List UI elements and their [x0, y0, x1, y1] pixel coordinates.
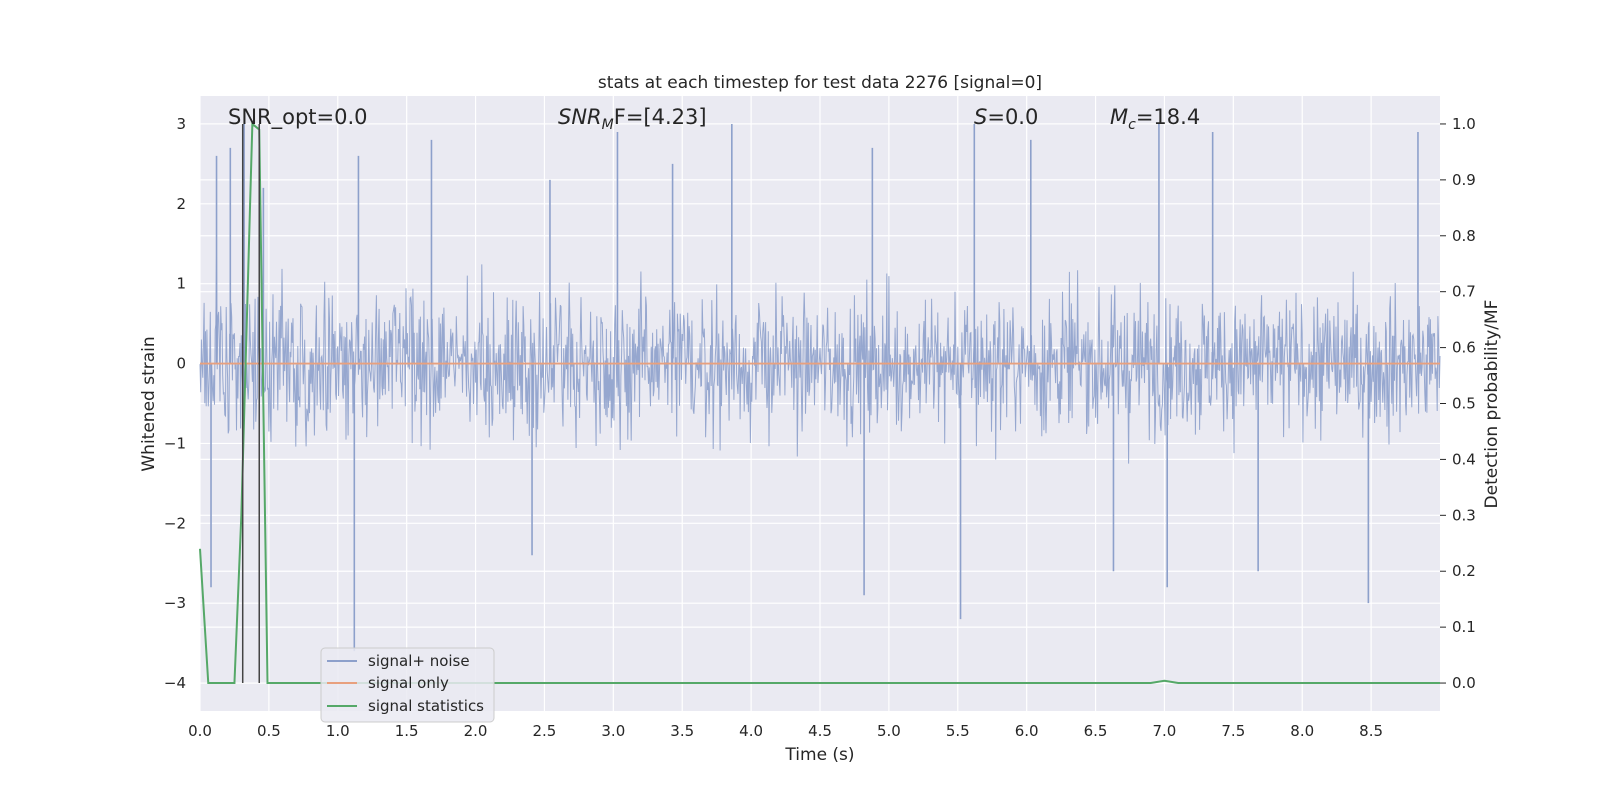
y-right-tick-label: 1.0 [1452, 115, 1476, 133]
y-right-tick-label: 0.5 [1452, 395, 1476, 413]
y-right-tick-label: 0.4 [1452, 450, 1476, 468]
y-right-tick-label: 0.1 [1452, 618, 1476, 636]
x-tick-label: 7.5 [1221, 722, 1245, 740]
annotation-snr-mf-sub: M [602, 117, 614, 133]
y-left-tick-label: 0 [176, 355, 186, 373]
annotation-s-main: S [974, 105, 987, 129]
x-tick-label: 1.0 [326, 722, 350, 740]
annotation-mc-main: M [1110, 105, 1128, 129]
legend-label-signal-noise: signal+ noise [368, 652, 470, 670]
y-right-tick-label: 0.2 [1452, 562, 1476, 580]
x-tick-label: 0.0 [188, 722, 212, 740]
x-tick-label: 6.5 [1084, 722, 1108, 740]
vertical-markers [241, 123, 260, 684]
annotation-snr-opt: SNR_opt=0.0 [228, 105, 368, 130]
legend-label-signal-statistics: signal statistics [368, 697, 484, 715]
y-axis-label-right: Detection probability/MF [1482, 300, 1502, 509]
chart-title: stats at each timestep for test data 227… [598, 73, 1042, 93]
annotation-snr-mf: SNRMF=[4.23] [558, 105, 707, 133]
x-tick-label: 1.5 [395, 722, 419, 740]
x-tick-label: 3.5 [670, 722, 694, 740]
legend-box [320, 647, 495, 723]
annotation-s-rest: =0.0 [987, 105, 1038, 129]
legend: signal+ noise signal only signal statist… [320, 647, 495, 723]
y-axis-label-left: Whitened strain [139, 336, 159, 471]
legend-label-signal-only: signal only [368, 674, 449, 692]
y-left-tick-label: 2 [176, 195, 186, 213]
y-right-tick-label: 0.7 [1452, 283, 1476, 301]
annotation-snr-mf-main: SNR [558, 105, 602, 129]
x-axis-label: Time (s) [784, 745, 854, 765]
y-left-tick-label: 1 [176, 275, 186, 293]
annotation-s: S=0.0 [974, 105, 1038, 129]
tick-labels: 0.0 0.5 1.0 1.5 2.0 2.5 3.0 3.5 4.0 4.5 5.0 5.5 6.0 6… [164, 115, 1476, 740]
x-tick-label: 4.5 [808, 722, 832, 740]
annotation-mc: Mc=18.4 [1110, 105, 1200, 133]
x-tick-label: 0.5 [257, 722, 281, 740]
y-right-tick-label: 0.6 [1452, 339, 1476, 357]
x-tick-label: 2.5 [533, 722, 557, 740]
x-tick-label: 5.5 [946, 722, 970, 740]
y-right-tick-label: 0.9 [1452, 171, 1476, 189]
annotation-mc-sub: c [1128, 117, 1136, 133]
series-signal-noise [199, 123, 1441, 652]
annotation-snr-mf-rest: F=[4.23] [614, 105, 707, 129]
x-tick-label: 7.0 [1153, 722, 1177, 740]
y-left-tick-label: −1 [164, 434, 186, 452]
y-right-tick-label: 0.3 [1452, 506, 1476, 524]
x-tick-label: 6.0 [1015, 722, 1039, 740]
x-tick-label: 8.5 [1359, 722, 1383, 740]
y-left-tick-label: −4 [164, 674, 186, 692]
x-tick-label: 8.0 [1290, 722, 1314, 740]
y-left-tick-label: 3 [176, 115, 186, 133]
annotation-mc-rest: =18.4 [1136, 105, 1200, 129]
x-tick-label: 3.0 [601, 722, 625, 740]
y-right-tick-label: 0.8 [1452, 227, 1476, 245]
y-left-tick-label: −2 [164, 514, 186, 532]
x-tick-label: 2.0 [464, 722, 488, 740]
signal-noise-trace [199, 255, 1441, 464]
x-tick-label: 4.0 [739, 722, 763, 740]
y-right-tick-label: 0.0 [1452, 674, 1476, 692]
y-left-tick-label: −3 [164, 594, 186, 612]
x-tick-label: 5.0 [877, 722, 901, 740]
